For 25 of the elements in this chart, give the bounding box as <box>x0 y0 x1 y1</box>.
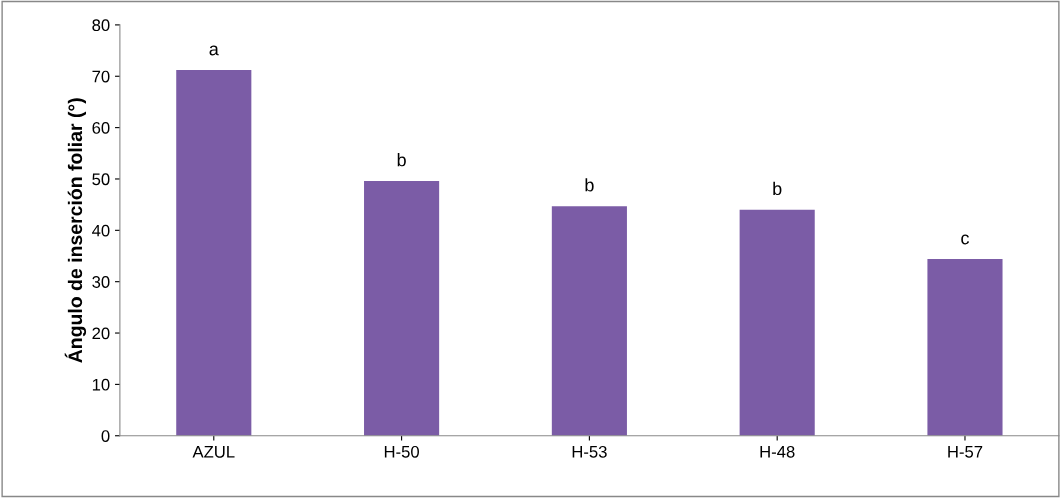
y-tick-label: 40 <box>92 224 110 237</box>
bar <box>364 181 440 436</box>
annotation: b <box>585 178 594 192</box>
bar <box>551 206 627 436</box>
x-tick-label: AZUL <box>192 446 235 458</box>
x-tick-label: H-53 <box>572 445 607 458</box>
y-tick-label: 30 <box>92 276 110 288</box>
y-tick-label: 0 <box>101 430 110 442</box>
bar <box>739 209 815 436</box>
annotation: b <box>773 181 782 196</box>
y-axis-title: Ángulo de inserción foliar (°) <box>64 98 87 363</box>
annotation: b <box>397 153 406 167</box>
annotation: a <box>209 45 219 56</box>
bar <box>927 259 1003 436</box>
y-tick-label: 60 <box>92 122 110 134</box>
y-tick-label: 10 <box>92 378 110 391</box>
y-tick-label: 80 <box>92 19 110 32</box>
x-tick-label: H-50 <box>384 445 419 458</box>
x-tick-label: H-57 <box>948 446 983 458</box>
x-tick-label: H-48 <box>760 445 795 458</box>
y-tick-label: 20 <box>92 327 110 340</box>
bar <box>176 70 252 436</box>
y-tick-label: 50 <box>92 173 110 186</box>
y-tick-label: 70 <box>92 70 110 83</box>
annotation: c <box>961 234 970 245</box>
